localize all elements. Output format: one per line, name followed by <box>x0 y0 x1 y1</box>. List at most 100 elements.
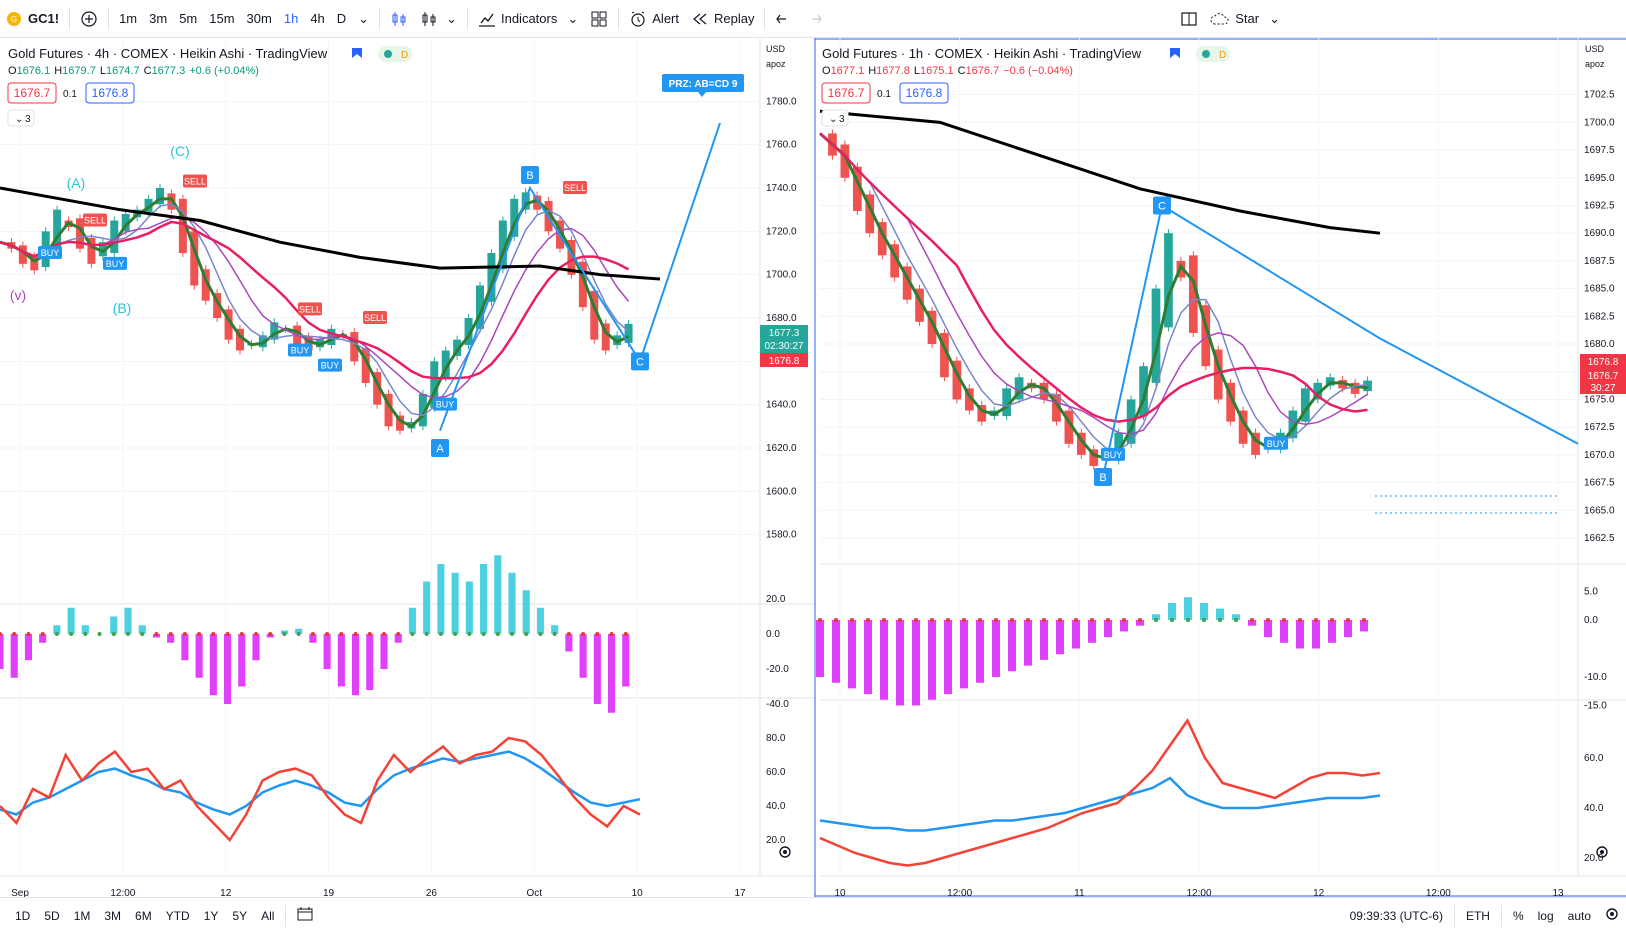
prz-label-box[interactable] <box>662 74 744 92</box>
left-settings-gear-icon[interactable] <box>779 846 791 858</box>
range-3m[interactable]: 3M <box>104 908 122 923</box>
right-apoz-label[interactable]: apoz <box>1585 59 1605 69</box>
interval-15m[interactable]: 15m <box>209 11 235 26</box>
left-chart-title[interactable]: Gold Futures · 4h · COMEX · Heikin Ashi … <box>8 46 328 61</box>
range-6m[interactable]: 6M <box>135 908 152 923</box>
right-price-plot[interactable]: B C BUY BUY <box>819 109 1579 514</box>
range-all[interactable]: All <box>261 908 275 923</box>
session-toggle[interactable]: ETH <box>1465 908 1490 923</box>
chart-area[interactable]: A B C BUY BUY BUY BUY BUY SELL SELL SELL SELL SELL (A… <box>0 38 1626 897</box>
candles-icon <box>392 11 406 26</box>
right-price-axis[interactable]: 1702.5 1700.0 1697.5 1695.0 1692.5 1690.0 1687… <box>1584 90 1615 864</box>
redo-button[interactable] <box>799 0 829 38</box>
layout-split-button[interactable] <box>1174 0 1204 38</box>
star-button[interactable]: Star ⌄ <box>1204 0 1286 38</box>
timezone-clock[interactable]: 09:39:33 (UTC-6) <box>1349 908 1443 923</box>
zero-line-dot <box>239 632 244 636</box>
time-tick-label: 13 <box>1552 888 1564 897</box>
zero-line-dot <box>1058 618 1062 622</box>
left-apoz-label[interactable]: apoz <box>766 59 786 69</box>
range-5y[interactable]: 5Y <box>232 908 248 923</box>
left-price-axis[interactable]: 1780.01760.01740.01720.01700.01680.01660… <box>766 96 797 846</box>
left-indicator-count: 3 <box>25 114 31 125</box>
oscillator-tick-label: 40.0 <box>766 801 786 812</box>
bookmark-icon[interactable] <box>352 48 362 58</box>
elliott-wave-label: (C) <box>170 143 189 159</box>
symbol-search[interactable]: G GC1! <box>0 0 65 38</box>
interval-1h[interactable]: 1h <box>283 11 299 26</box>
price-tick-label: 1697.5 <box>1584 145 1615 156</box>
up-candle <box>1300 388 1310 422</box>
candles-style-button[interactable] <box>384 0 414 38</box>
buy-signal-badge <box>1101 447 1125 461</box>
market-open-icon <box>1202 50 1210 58</box>
zero-line-dot <box>1250 618 1254 622</box>
pattern-point-label: C <box>636 356 644 368</box>
left-collapse-indicators[interactable] <box>7 109 35 127</box>
down-candle <box>840 144 850 178</box>
interval-1m[interactable]: 1m <box>119 11 138 26</box>
left-time-axis[interactable]: Sep 12:00 12 19 26 Oct 10 17 <box>11 888 746 897</box>
right-collapse-indicators[interactable] <box>821 109 849 127</box>
interval-dropdown[interactable]: ⌄ <box>352 0 375 38</box>
bottom-settings-button[interactable] <box>1598 907 1626 924</box>
zero-line-dot <box>254 632 258 636</box>
left-sell-price-box[interactable] <box>7 82 57 104</box>
percent-scale-toggle[interactable]: % <box>1512 908 1524 923</box>
alert-label: Alert <box>652 11 679 26</box>
ma-fast-line <box>819 132 1368 461</box>
interval-5m[interactable]: 5m <box>179 11 198 26</box>
add-symbol-button[interactable] <box>74 0 104 38</box>
right-bid-badge <box>1580 368 1626 394</box>
right-currency-label[interactable]: USD <box>1585 44 1605 54</box>
right-settings-gear-icon[interactable] <box>1596 846 1608 858</box>
goto-date-button[interactable] <box>290 907 320 924</box>
replay-button[interactable]: Replay <box>685 0 760 38</box>
zero-line-dot <box>524 632 529 636</box>
down-candle <box>87 237 96 264</box>
sell-signal-label: SELL <box>564 183 586 193</box>
price-tick-label: 1682.5 <box>1584 311 1615 322</box>
range-1y[interactable]: 1Y <box>203 908 219 923</box>
bar-style-button[interactable]: ⌄ <box>414 0 463 38</box>
indicators-button[interactable]: Indicators ⌄ <box>472 0 584 38</box>
zero-line-dot <box>1218 618 1222 622</box>
interval-4h[interactable]: 4h <box>310 11 325 26</box>
up-candle <box>464 318 473 346</box>
price-tick-label: 1692.5 <box>1584 200 1615 211</box>
price-tick-label: 1760.0 <box>766 140 797 151</box>
right-time-axis[interactable]: 10 12:00 11 12:00 12 12:00 13 <box>834 888 1564 897</box>
bookmark-icon[interactable] <box>1170 48 1180 58</box>
undo-button[interactable] <box>769 0 799 38</box>
right-buy-price-box[interactable] <box>899 82 949 104</box>
macd-tick-label: 0.0 <box>766 629 780 640</box>
right-chart-title[interactable]: Gold Futures · 1h · COMEX · Heikin Ashi … <box>822 46 1142 61</box>
left-chart-pane[interactable]: A B C BUY BUY BUY BUY BUY SELL SELL SELL SELL SELL (A… <box>0 38 815 897</box>
down-candle <box>567 240 576 275</box>
alert-button[interactable]: Alert <box>623 0 685 38</box>
left-buy-price-box[interactable] <box>85 82 135 104</box>
bars-icon <box>422 11 436 26</box>
up-candle <box>418 393 427 427</box>
left-currency-label[interactable]: USD <box>766 44 786 54</box>
price-tick-label: 1620.0 <box>766 443 797 454</box>
left-price-plot[interactable]: A B C BUY BUY BUY BUY BUY SELL SELL SELL SELL SELL (A… <box>0 122 721 457</box>
interval-d[interactable]: D <box>336 11 347 26</box>
interval-3m[interactable]: 3m <box>149 11 168 26</box>
range-1m[interactable]: 1M <box>73 908 91 923</box>
right-spread: 0.1 <box>877 89 891 100</box>
layouts-button[interactable] <box>584 0 614 38</box>
auto-scale-toggle[interactable]: auto <box>1567 908 1591 923</box>
price-tick-label: 1700.0 <box>766 270 797 281</box>
right-sell-price-box[interactable] <box>821 82 871 104</box>
log-scale-toggle[interactable]: log <box>1537 908 1554 923</box>
sell-signal-label: SELL <box>184 177 206 187</box>
zero-line-dot <box>495 632 500 636</box>
zero-line-dot <box>1362 618 1366 622</box>
interval-30m[interactable]: 30m <box>246 11 272 26</box>
down-candle <box>890 244 900 278</box>
range-ytd[interactable]: YTD <box>165 908 190 923</box>
range-5d[interactable]: 5D <box>44 908 60 923</box>
range-1d[interactable]: 1D <box>15 908 31 923</box>
